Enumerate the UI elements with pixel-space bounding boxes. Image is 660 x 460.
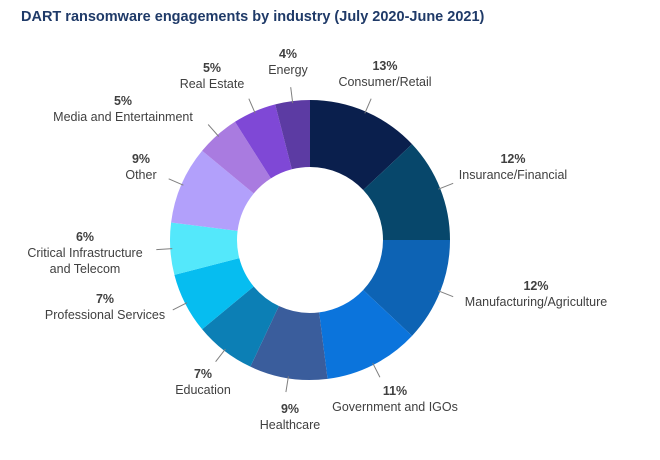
leader-line — [438, 182, 454, 190]
category-label: Other — [125, 168, 156, 182]
slice-energy — [275, 100, 310, 170]
value-label: 6% — [76, 230, 94, 244]
slice-education — [202, 286, 279, 367]
category-label: Consumer/Retail — [338, 75, 431, 89]
value-label: 11% — [383, 384, 407, 398]
leader-line — [215, 348, 226, 362]
category-label: and Telecom — [50, 262, 121, 276]
leader-line — [168, 178, 184, 186]
value-label: 13% — [372, 59, 397, 73]
value-label: 12% — [500, 152, 525, 166]
slice-professional-services — [174, 258, 254, 330]
category-label: Energy — [268, 63, 308, 77]
value-label: 9% — [132, 152, 150, 166]
category-label: Insurance/Financial — [459, 168, 567, 182]
category-label: Government and IGOs — [332, 400, 458, 414]
leader-line — [285, 376, 289, 393]
leader-line — [207, 124, 220, 137]
leader-line — [248, 98, 256, 114]
slice-government-and-igos — [319, 289, 413, 379]
category-label: Real Estate — [180, 77, 245, 91]
value-label: 5% — [203, 61, 221, 75]
value-label: 9% — [281, 402, 299, 416]
value-label: 12% — [523, 279, 548, 293]
slice-healthcare — [250, 306, 328, 380]
category-label: Healthcare — [260, 418, 320, 432]
leader-line — [156, 248, 173, 251]
slice-manufacturing-agriculture — [363, 240, 450, 336]
value-label: 5% — [114, 94, 132, 108]
slice-critical-infrastructure-and-telecom — [170, 222, 240, 275]
category-label: Education — [175, 383, 231, 397]
category-label: Professional Services — [45, 308, 165, 322]
leader-line — [172, 302, 188, 311]
category-label: Media and Entertainment — [53, 110, 193, 124]
value-label: 7% — [96, 292, 114, 306]
value-label: 7% — [194, 367, 212, 381]
slice-other — [171, 150, 254, 231]
leader-line — [290, 87, 294, 104]
leader-line — [438, 290, 454, 298]
chart-title: DART ransomware engagements by industry … — [21, 9, 485, 25]
slice-insurance-financial — [363, 144, 450, 240]
leader-line — [372, 362, 381, 378]
leader-line — [364, 98, 372, 114]
slice-real-estate — [234, 104, 292, 179]
slice-media-and-entertainment — [202, 121, 271, 194]
category-label: Critical Infrastructure — [27, 246, 142, 260]
slice-consumer-retail — [310, 100, 413, 191]
category-label: Manufacturing/Agriculture — [465, 295, 607, 309]
value-label: 4% — [279, 47, 297, 61]
